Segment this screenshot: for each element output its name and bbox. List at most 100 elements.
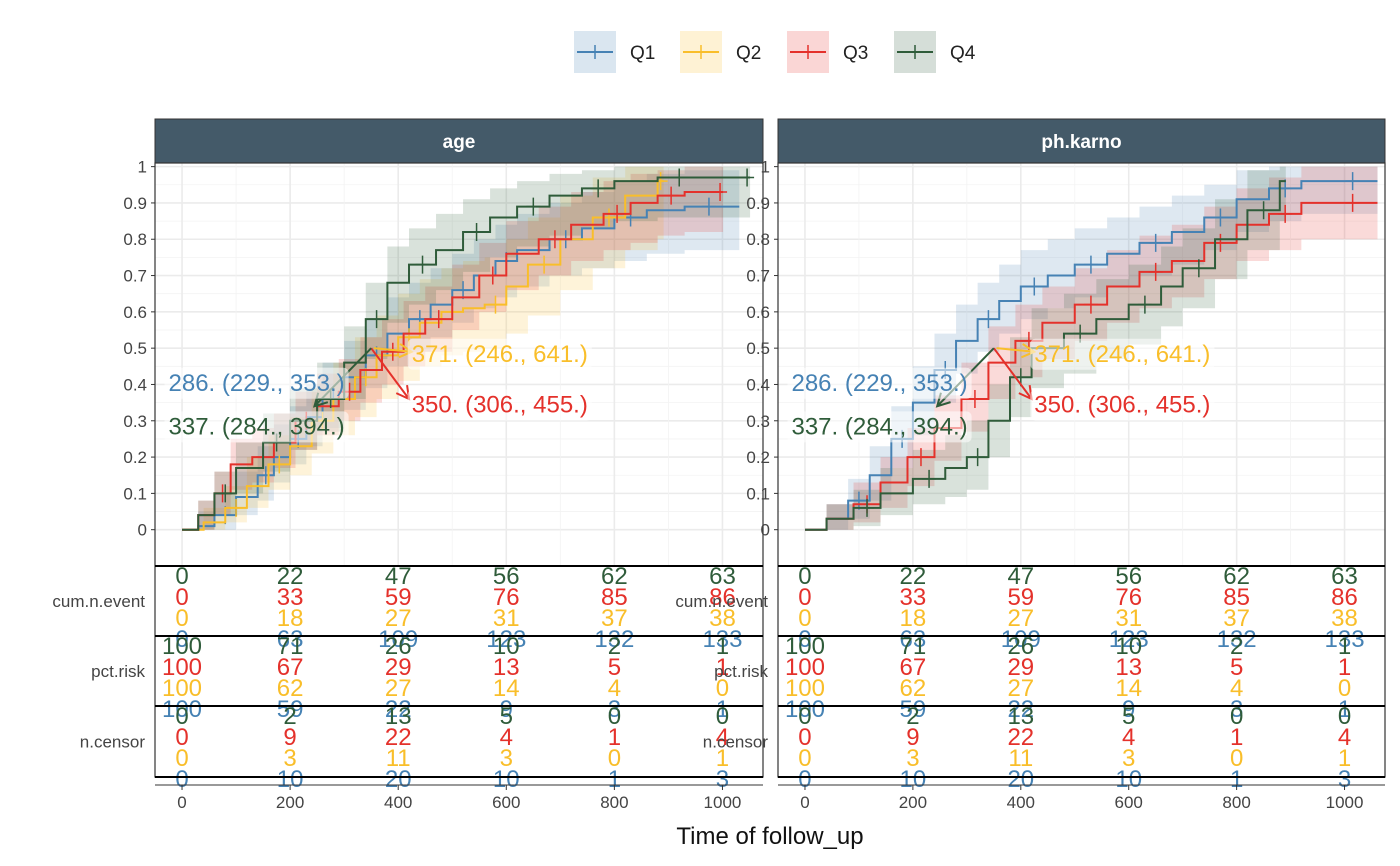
confidence-band-q4 bbox=[182, 166, 751, 530]
risk-value-q3: 9 bbox=[906, 724, 919, 751]
risk-value-q1: 100 bbox=[785, 696, 825, 723]
legend-item-q3: Q3 bbox=[787, 31, 868, 73]
risk-value-q3: 1 bbox=[608, 724, 621, 751]
y-tick-label: 0.6 bbox=[123, 303, 147, 322]
censor-mark-q4 bbox=[218, 484, 233, 503]
risk-value-q2: 0 bbox=[1338, 675, 1351, 702]
x-tick-label: 400 bbox=[384, 793, 412, 812]
y-axis: 0 0.1 0.2 0.3 0.4 0.5 0.6 0.7 0.8 0.9 1 bbox=[746, 158, 778, 540]
risk-value-q4: 0 bbox=[798, 703, 811, 730]
risk-value-q2: 1 bbox=[716, 745, 729, 772]
median-annotation: 337. (284., 394.) bbox=[169, 413, 345, 440]
annotation-backdrop bbox=[1030, 389, 1215, 421]
risk-value-q1: 133 bbox=[1325, 626, 1365, 653]
censor-mark-q3 bbox=[1083, 295, 1098, 314]
censor-mark-q2 bbox=[537, 255, 552, 274]
legend: Q1 Q2 Q3 Q4 bbox=[574, 31, 976, 73]
risk-value-q1: 3 bbox=[608, 696, 621, 723]
risk-row-label: n.censor bbox=[703, 733, 769, 752]
risk-value-q2: 0 bbox=[716, 675, 729, 702]
risk-value-q2: 3 bbox=[283, 745, 296, 772]
risk-value-q1: 22 bbox=[385, 696, 412, 723]
risk-value-q4: 0 bbox=[1338, 703, 1351, 730]
annotation-backdrop bbox=[164, 367, 349, 399]
risk-value-q1: 63 bbox=[900, 626, 927, 653]
risk-value-q1: 1 bbox=[1338, 696, 1351, 723]
risk-value-q4: 13 bbox=[1007, 703, 1034, 730]
incidence-curves bbox=[182, 168, 755, 531]
risk-row-label: pct.risk bbox=[714, 662, 768, 681]
median-annotation: 286. (229., 353.) bbox=[169, 370, 345, 397]
risk-value-q4: 2 bbox=[906, 703, 919, 730]
median-annotation: 371. (246., 641.) bbox=[412, 341, 588, 368]
risk-value-q4: 5 bbox=[1122, 703, 1135, 730]
risk-value-q4: 0 bbox=[716, 703, 729, 730]
censor-mark-q4 bbox=[1137, 295, 1152, 314]
y-tick-label: 1 bbox=[761, 158, 770, 177]
risk-value-q3: 5 bbox=[608, 654, 621, 681]
incidence-curve-q3 bbox=[804, 201, 1378, 531]
risk-value-q4: 1 bbox=[1338, 633, 1351, 660]
risk-value-q3: 13 bbox=[1115, 654, 1142, 681]
censor-mark-q3 bbox=[1148, 262, 1163, 281]
censor-mark-q4 bbox=[591, 179, 606, 198]
risk-value-q4: 0 bbox=[608, 703, 621, 730]
censor-mark-q4 bbox=[672, 168, 687, 187]
y-tick-label: 0.6 bbox=[746, 303, 770, 322]
risk-value-q2: 62 bbox=[277, 675, 304, 702]
risk-value-q3: 9 bbox=[283, 724, 296, 751]
risk-value-q1: 9 bbox=[1122, 696, 1135, 723]
censor-mark-q3 bbox=[485, 266, 500, 285]
incidence-curves bbox=[804, 172, 1378, 531]
x-tick-label: 800 bbox=[1222, 793, 1250, 812]
censor-mark-q4 bbox=[469, 222, 484, 241]
risk-value-q2: 18 bbox=[277, 605, 304, 632]
censor-mark-q4 bbox=[415, 255, 430, 274]
risk-value-q4: 10 bbox=[1115, 633, 1142, 660]
legend-item-q1: Q1 bbox=[574, 31, 655, 73]
censor-mark-q4 bbox=[922, 469, 937, 488]
risk-value-q1: 0 bbox=[175, 626, 188, 653]
risk-value-q1: 3 bbox=[1338, 766, 1351, 793]
risk-row-label: pct.risk bbox=[91, 662, 145, 681]
censor-mark-q1 bbox=[981, 310, 996, 329]
censor-mark-q4 bbox=[526, 197, 541, 216]
risk-value-q2: 0 bbox=[608, 745, 621, 772]
risk-value-q4: 22 bbox=[277, 563, 304, 590]
censor-mark-q4 bbox=[369, 310, 384, 329]
risk-value-q2: 0 bbox=[175, 745, 188, 772]
risk-value-q2: 31 bbox=[1115, 605, 1142, 632]
risk-value-q3: 29 bbox=[1007, 654, 1034, 681]
panel-ph-karno: ph.karno 286. (229., 353.) 371. (246., 641… bbox=[675, 118, 1386, 812]
risk-value-q4: 0 bbox=[175, 703, 188, 730]
risk-value-q4: 1 bbox=[716, 633, 729, 660]
risk-value-q4: 0 bbox=[1230, 703, 1243, 730]
y-tick-label: 1 bbox=[138, 158, 147, 177]
x-tick-label: 400 bbox=[1007, 793, 1035, 812]
y-tick-label: 0.4 bbox=[123, 375, 147, 394]
y-tick-label: 0.2 bbox=[746, 448, 770, 467]
risk-value-q1: 59 bbox=[277, 696, 304, 723]
risk-value-q2: 11 bbox=[386, 745, 411, 772]
risk-value-q3: 0 bbox=[175, 584, 188, 611]
risk-value-q2: 27 bbox=[1007, 675, 1034, 702]
legend-label-q4: Q4 bbox=[950, 43, 976, 64]
legend-label-q3: Q3 bbox=[843, 43, 868, 64]
risk-value-q1: 132 bbox=[1217, 626, 1257, 653]
censor-mark-q1 bbox=[1148, 233, 1163, 252]
x-axis: 0 200 400 600 800 1000 bbox=[778, 784, 1385, 812]
median-annotation: 350. (306., 455.) bbox=[1034, 392, 1210, 419]
x-tick-label: 200 bbox=[276, 793, 304, 812]
annotation-backdrop bbox=[787, 367, 972, 399]
risk-value-q1: 1 bbox=[608, 766, 621, 793]
censor-mark-q4 bbox=[1256, 201, 1271, 220]
facet-strip-label: ph.karno bbox=[1041, 132, 1121, 153]
risk-value-q4: 5 bbox=[500, 703, 513, 730]
x-tick-label: 600 bbox=[1115, 793, 1143, 812]
risk-value-q1: 59 bbox=[900, 696, 927, 723]
risk-value-q3: 29 bbox=[385, 654, 412, 681]
risk-value-q1: 63 bbox=[277, 626, 304, 653]
x-axis-title: Time of follow_up bbox=[676, 823, 863, 850]
